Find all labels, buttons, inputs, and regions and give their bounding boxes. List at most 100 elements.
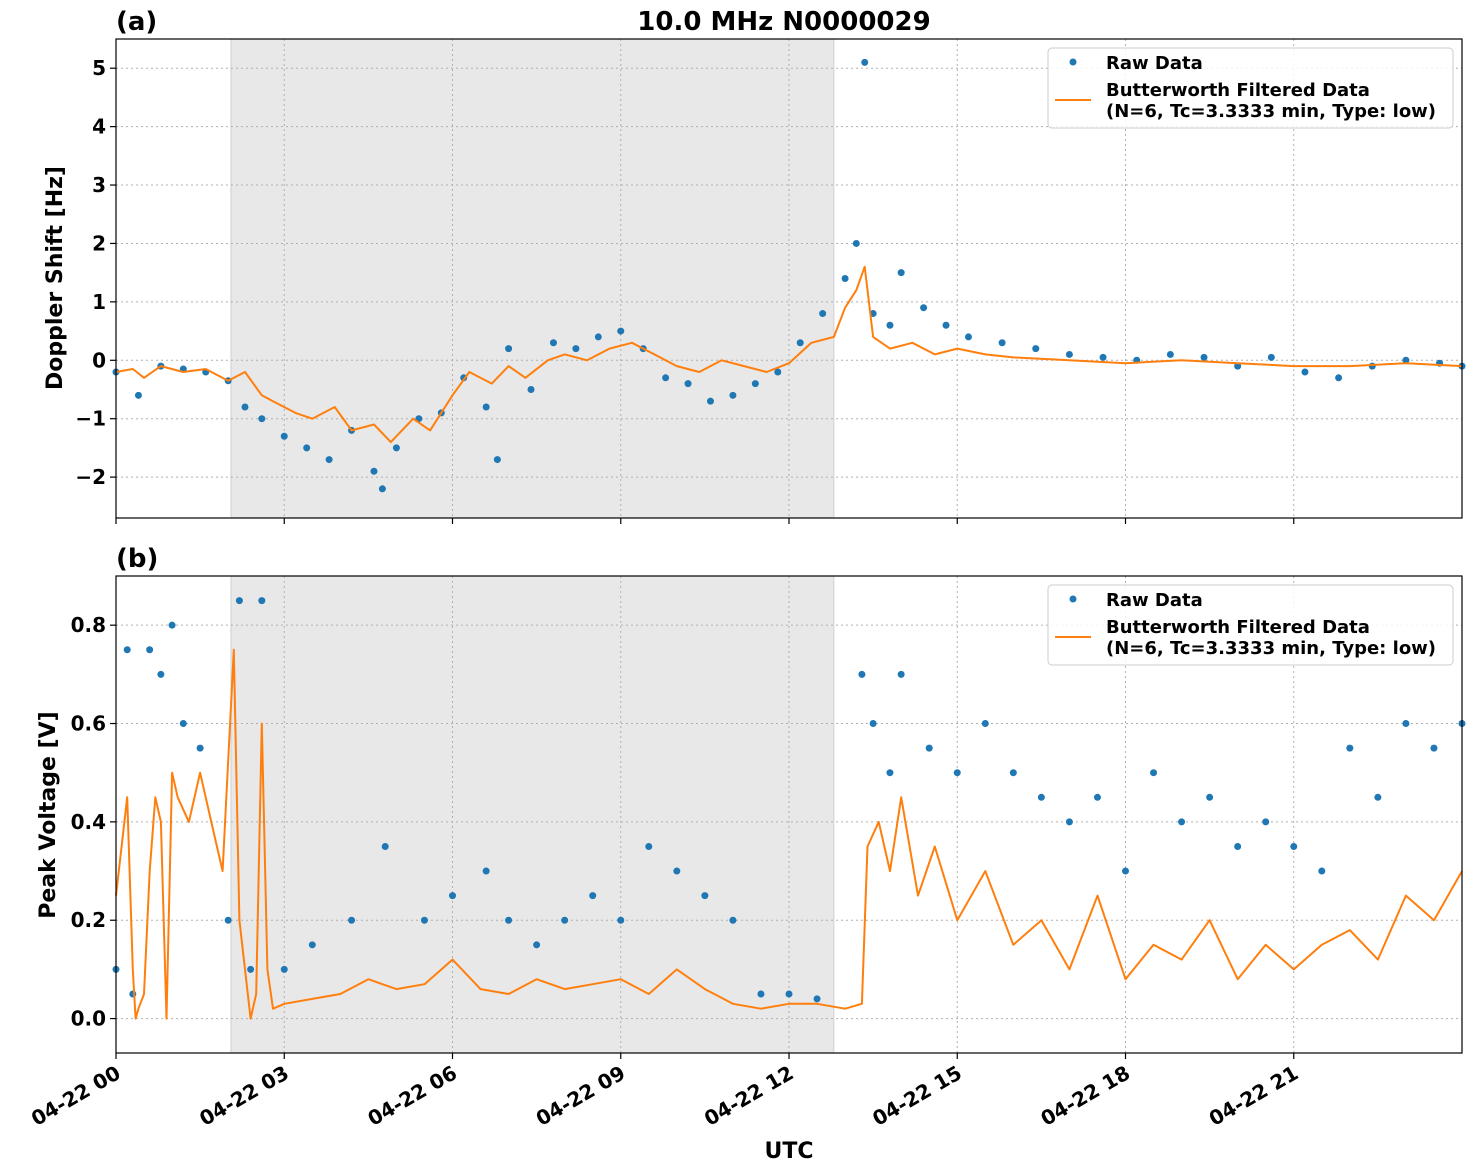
legend-raw-marker — [1069, 595, 1077, 603]
raw-data-point — [1374, 793, 1382, 801]
raw-data-point — [224, 916, 232, 924]
filtered-data-line — [115, 648, 1463, 1020]
raw-data-point — [235, 597, 243, 605]
raw-data-point — [920, 304, 928, 312]
raw-data-point — [886, 769, 894, 777]
y-tick-label: −1 — [75, 407, 106, 431]
panel-b-label: (b) — [116, 544, 158, 574]
raw-data-point — [325, 456, 333, 464]
x-tick-label: 04-22 18 — [1036, 1061, 1134, 1131]
raw-data-point — [594, 333, 602, 341]
raw-data-point — [493, 456, 501, 464]
raw-data-point — [785, 990, 793, 998]
raw-data-point — [645, 842, 653, 850]
y-tick-label: 2 — [92, 231, 106, 255]
raw-data-point — [1009, 769, 1017, 777]
raw-data-point — [168, 621, 176, 629]
raw-data-point — [897, 269, 905, 277]
raw-data-point — [1368, 362, 1376, 370]
raw-data-point — [1234, 362, 1242, 370]
raw-data-point — [549, 339, 557, 347]
raw-data-point — [1335, 374, 1343, 382]
panel-a-label: (a) — [116, 7, 157, 37]
y-tick-label: 4 — [92, 115, 106, 139]
raw-data-point — [751, 380, 759, 388]
raw-data-point — [841, 275, 849, 282]
raw-data-point — [1065, 818, 1073, 826]
raw-data-point — [348, 916, 356, 924]
legend-raw-label: Raw Data — [1106, 53, 1203, 74]
raw-data-point — [1037, 793, 1045, 801]
raw-data-point — [1166, 350, 1174, 358]
y-tick-label: 0.0 — [71, 1007, 106, 1031]
raw-data-point — [1178, 818, 1186, 826]
raw-data-point — [527, 385, 535, 393]
raw-data-point — [1234, 842, 1242, 850]
raw-data-point — [308, 941, 316, 949]
raw-data-point — [482, 403, 490, 411]
raw-data-point — [247, 965, 255, 973]
raw-data-point — [420, 916, 428, 924]
raw-data-point — [303, 444, 311, 452]
raw-data-point — [886, 321, 894, 329]
shaded-region — [230, 575, 835, 1054]
x-tick-label: 04-22 12 — [700, 1061, 798, 1131]
raw-data-point — [774, 368, 782, 376]
shaded-region — [230, 38, 835, 519]
raw-data-point — [729, 391, 737, 399]
y-tick-label: 3 — [92, 173, 106, 197]
raw-data-point — [861, 58, 869, 66]
panel-a: (a) −2 −1 0 1 2 3 4 5 Doppler Shift [Hz] Raw Da… — [43, 7, 1466, 524]
raw-data-point — [258, 597, 266, 605]
raw-data-point — [196, 744, 204, 752]
x-tick-label: 04-22 06 — [363, 1061, 461, 1131]
raw-data-point — [505, 916, 513, 924]
y-tick-label: 0.8 — [71, 613, 106, 637]
legend-raw-marker — [1069, 58, 1077, 66]
panel-b: (b) 0.0 0.2 0.4 0.6 0.8 04-22 00 04-22 03 04-2… — [27, 544, 1466, 1131]
x-tick-label: 04-22 03 — [195, 1061, 293, 1131]
figure-title: 10.0 MHz N0000029 — [637, 7, 930, 37]
raw-data-point — [852, 239, 860, 247]
raw-data-point — [1099, 353, 1107, 361]
raw-data-point — [1346, 744, 1354, 752]
raw-data-point — [706, 397, 714, 405]
raw-data-point — [1262, 818, 1270, 826]
raw-data-point — [280, 965, 288, 973]
raw-data-point — [370, 467, 378, 475]
legend-filtered-label-2: (N=6, Tc=3.3333 min, Type: low) — [1106, 638, 1436, 659]
raw-data-point — [1430, 744, 1438, 752]
raw-data-point — [925, 744, 933, 752]
raw-data-point — [1290, 842, 1298, 850]
raw-data-point — [869, 720, 877, 728]
raw-data-point — [1150, 769, 1158, 777]
x-tick-label: 04-22 15 — [868, 1061, 966, 1131]
legend-filtered-label-2: (N=6, Tc=3.3333 min, Type: low) — [1106, 101, 1436, 122]
y-tick-label: −2 — [75, 465, 106, 489]
raw-data-point — [897, 670, 905, 678]
raw-data-point — [505, 345, 513, 353]
raw-data-point — [1318, 867, 1326, 875]
raw-data-point — [813, 995, 821, 1003]
raw-data-point — [157, 670, 165, 678]
x-tick-label: 04-22 21 — [1205, 1061, 1303, 1131]
raw-data-point — [533, 941, 541, 949]
raw-data-point — [981, 720, 989, 728]
raw-data-point — [482, 867, 490, 875]
raw-data-point — [378, 485, 386, 493]
raw-data-point — [1206, 793, 1214, 801]
panel-a-legend: Raw Data Butterworth Filtered Data (N=6,… — [1047, 47, 1454, 129]
x-axis-label: UTC — [764, 1139, 813, 1164]
panel-a-ylabel: Doppler Shift [Hz] — [43, 166, 68, 390]
raw-data-point — [381, 842, 389, 850]
panel-b-legend: Raw Data Butterworth Filtered Data (N=6,… — [1047, 584, 1454, 666]
raw-data-point — [589, 892, 597, 900]
y-tick-label: 0 — [92, 348, 106, 372]
raw-data-point — [617, 327, 625, 335]
raw-data-point — [819, 310, 827, 318]
legend-filtered-label-1: Butterworth Filtered Data — [1106, 617, 1370, 638]
panel-b-ylabel: Peak Voltage [V] — [36, 711, 61, 919]
raw-data-point — [241, 403, 249, 411]
raw-data-point — [701, 892, 709, 900]
